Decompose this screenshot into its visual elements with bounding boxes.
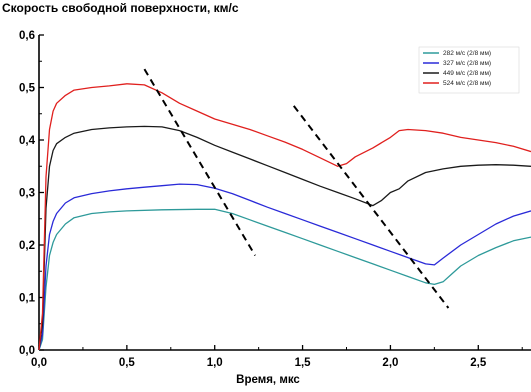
y-tick-label: 0,5 — [19, 83, 36, 95]
axes: 0,0 0,1 0,2 0,3 0,4 0,5 0,6 0,0 0,5 1,0 1,5 2,0 2,5 — [19, 30, 531, 369]
legend-entry: 327 м/с (2/8 мм) — [443, 60, 491, 67]
x-tick-label: 1,5 — [295, 357, 312, 369]
x-tick-label: 2,0 — [382, 357, 398, 369]
x-tick-label: 0,5 — [119, 357, 136, 369]
series-line-2 — [38, 183, 531, 351]
y-axis-label: Скорость свободной поверхности, км/с — [2, 1, 239, 15]
legend-entry: 449 м/с (2/8 мм) — [443, 70, 491, 77]
y-tick-label: 0,3 — [19, 188, 35, 200]
y-tick-label: 0,0 — [19, 345, 35, 357]
y-tick-label: 0,4 — [19, 135, 36, 147]
y-tick-label: 0,6 — [19, 30, 35, 42]
annotations-layer — [143, 68, 450, 309]
dashed-guide-line-1 — [143, 68, 256, 257]
x-tick-label: 0,0 — [31, 357, 47, 369]
legend-entry: 282 м/с (2/8 мм) — [443, 50, 491, 57]
x-axis-label: Время, мкс — [236, 374, 300, 386]
series-line-3 — [38, 125, 531, 351]
series-layer — [38, 83, 531, 351]
y-tick-label: 0,1 — [19, 293, 36, 305]
dashed-guide-line-2 — [292, 105, 450, 309]
series-line-4 — [38, 83, 531, 351]
series-line-1 — [38, 208, 531, 351]
x-tick-label: 1,0 — [207, 357, 223, 369]
legend-entry: 524 м/с (2/8 мм) — [443, 80, 491, 87]
legend: 282 м/с (2/8 мм) 327 м/с (2/8 мм) 449 м/с … — [418, 46, 520, 94]
legend-box — [418, 46, 520, 94]
x-tick-label: 2,5 — [470, 357, 487, 369]
y-tick-label: 0,2 — [19, 240, 35, 252]
